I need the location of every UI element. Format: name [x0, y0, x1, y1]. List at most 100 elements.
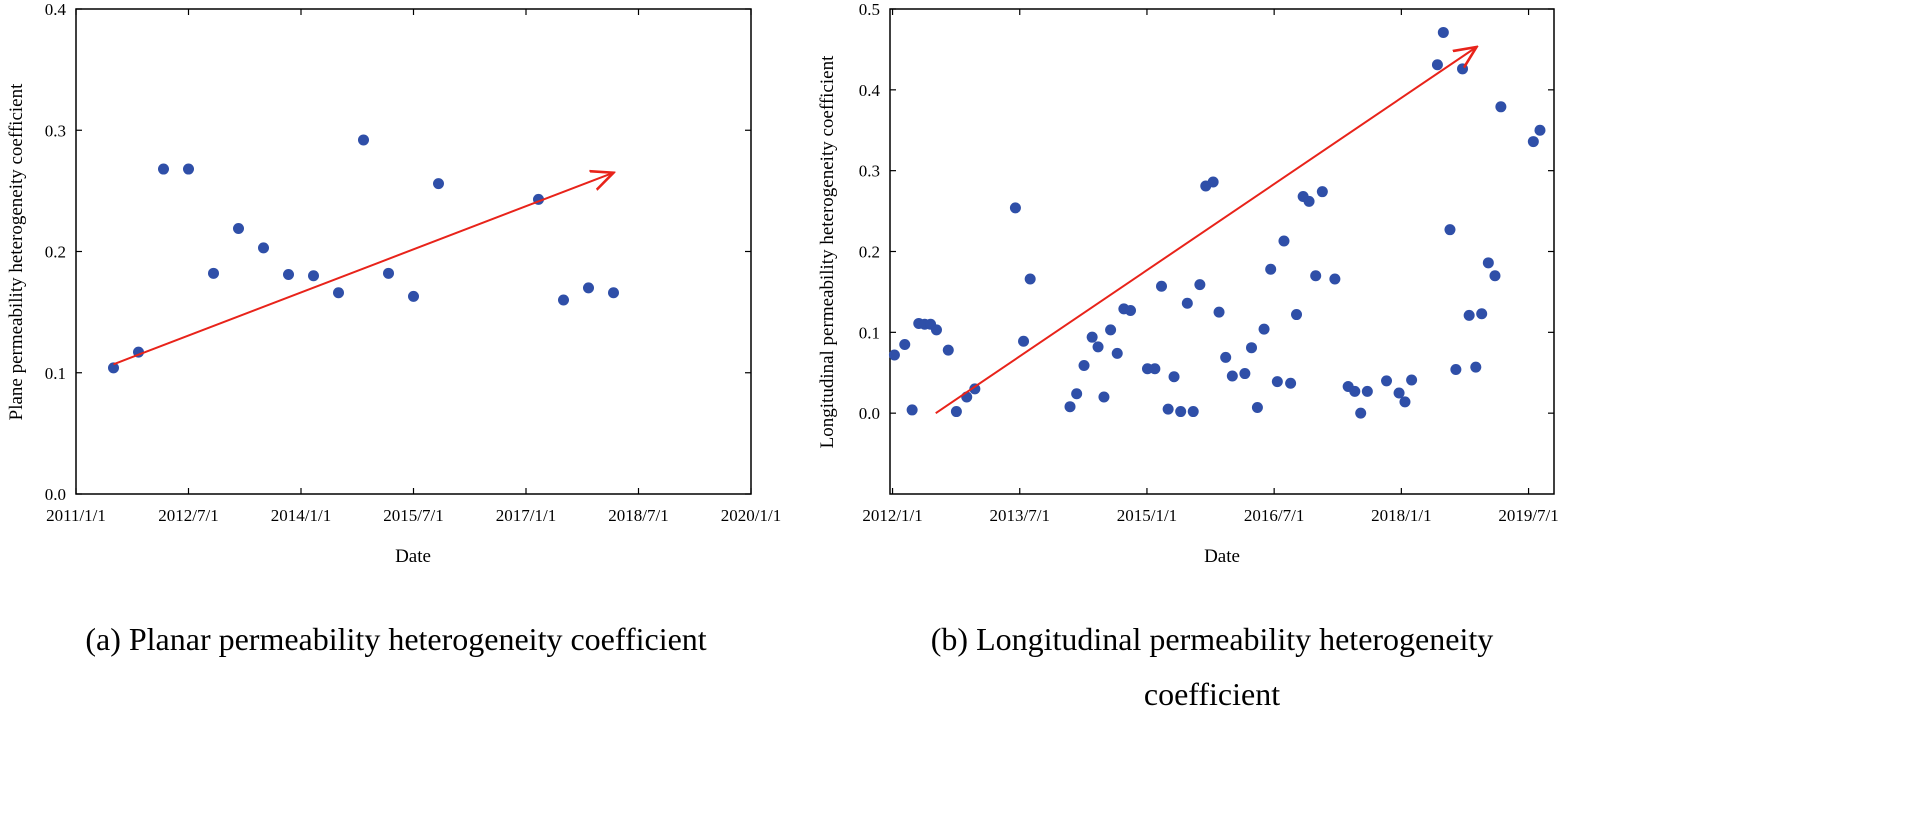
chart-b-data-point — [906, 404, 918, 416]
chart-a-x-label: Date — [395, 546, 431, 567]
chart-b-data-point — [1246, 342, 1258, 354]
chart-a-data-point — [383, 267, 394, 279]
chart-b-data-point — [1239, 368, 1251, 380]
chart-b-data-point — [1482, 257, 1494, 269]
chart-b-data-point — [1226, 370, 1238, 382]
chart-b-data-point — [1437, 26, 1449, 38]
chart-b-data-point — [1092, 341, 1104, 353]
chart-a-data-point — [558, 294, 569, 306]
chart-b-data-point — [1105, 324, 1117, 336]
chart-a-x-axis: 2011/1/1 2012/7/1 2014/1/1 2015/7/1 2017/1/1… — [46, 9, 781, 525]
chart-a-caption: (a) Planar permeability heterogeneity co… — [85, 621, 706, 657]
chart-a-trend-arrow — [113, 173, 614, 366]
chart-b-data-point — [899, 338, 911, 350]
chart-a-data-point — [258, 242, 269, 254]
chart-a-x-tick-label: 2012/7/1 — [158, 506, 218, 525]
chart-b-y-tick-label: 0.5 — [859, 0, 880, 19]
chart-a-data-point — [433, 178, 444, 190]
chart-b-data-point — [1175, 406, 1187, 418]
chart-a-data-point — [283, 269, 294, 281]
chart-b-data-point — [1291, 309, 1303, 321]
chart-a-y-axis: 0.0 0.1 0.2 0.3 0.4 — [45, 0, 751, 504]
chart-b-data-point — [1251, 402, 1263, 414]
chart-b-data-point — [1168, 371, 1180, 383]
chart-a-data-point — [358, 134, 369, 146]
chart-b-data-point — [1024, 273, 1036, 285]
chart-b-data-point — [1534, 124, 1546, 136]
chart-b-data-point — [888, 349, 900, 361]
chart-b-data-point — [950, 406, 962, 418]
chart-b-data-point — [1207, 176, 1219, 188]
chart-a-data-point — [608, 287, 619, 299]
chart-a-plot-frame — [75, 8, 752, 495]
chart-b-y-tick-label: 0.2 — [859, 243, 880, 262]
chart-b-points — [888, 26, 1546, 419]
chart-b-data-point — [1194, 279, 1206, 291]
chart-b-y-tick-label: 0.4 — [859, 81, 881, 100]
chart-a-points — [108, 134, 619, 374]
chart-b-data-point — [1450, 364, 1462, 376]
chart-b-data-point — [1086, 331, 1098, 343]
chart-a-y-tick-label: 0.2 — [45, 243, 66, 262]
chart-b-data-point — [1271, 376, 1283, 388]
chart-b-data-point — [1018, 335, 1030, 347]
chart-b-data-point — [1285, 377, 1297, 389]
chart-b-data-point — [1009, 202, 1021, 214]
chart-b-data-point — [1393, 387, 1405, 399]
chart-b-data-point — [1406, 374, 1418, 386]
chart-b-x-tick-label: 2018/1/1 — [1371, 506, 1431, 525]
chart-b-data-point — [1071, 388, 1083, 400]
chart-b-data-point — [1078, 359, 1090, 371]
chart-a-y-tick-label: 0.3 — [45, 121, 66, 140]
chart-b-trend-arrow — [935, 47, 1477, 414]
chart-b-caption-line-2: coefficient — [1144, 676, 1280, 712]
chart-b-x-tick-label: 2016/7/1 — [1244, 506, 1304, 525]
chart-a-x-tick-label: 2011/1/1 — [46, 506, 106, 525]
chart-a-data-point — [183, 163, 194, 175]
chart-b-data-point — [1495, 101, 1507, 113]
chart-a-y-tick-label: 0.1 — [45, 364, 66, 383]
chart-b-data-point — [1444, 224, 1456, 236]
chart-b-data-point — [1431, 59, 1443, 71]
chart-b-data-point — [1349, 385, 1361, 397]
chart-a-y-label: Plane permeability heterogeneity coeffic… — [6, 83, 27, 420]
chart-a-x-tick-label: 2015/7/1 — [383, 506, 443, 525]
chart-b-data-point — [930, 324, 942, 336]
chart-b-data-point — [1162, 403, 1174, 415]
chart-b-data-point — [1149, 363, 1161, 375]
chart-b-data-point — [1316, 186, 1328, 198]
chart-b-data-point — [1310, 270, 1322, 282]
chart-b-data-point — [1098, 391, 1110, 403]
chart-a-data-point — [208, 267, 219, 279]
chart-b-data-point — [1355, 407, 1367, 419]
chart-b: 0.0 0.1 0.2 0.3 0.4 0.5 2012/1/1 2013/7/1 2015/… — [817, 0, 1559, 712]
chart-b-x-label: Date — [1204, 546, 1240, 567]
chart-a-data-point — [233, 222, 244, 234]
chart-a-data-point — [333, 287, 344, 299]
chart-b-y-tick-label: 0.0 — [859, 404, 880, 423]
chart-b-data-point — [1470, 361, 1482, 373]
chart-b-y-axis: 0.0 0.1 0.2 0.3 0.4 0.5 — [859, 0, 1554, 423]
chart-b-data-point — [1329, 273, 1341, 285]
chart-b-x-tick-label: 2013/7/1 — [990, 506, 1050, 525]
chart-b-data-point — [1489, 270, 1501, 282]
chart-b-x-tick-label: 2015/1/1 — [1117, 506, 1177, 525]
chart-b-data-point — [1220, 351, 1232, 363]
chart-b-plot-frame — [889, 8, 1555, 495]
chart-b-data-point — [1156, 280, 1168, 292]
chart-b-x-tick-label: 2012/1/1 — [862, 506, 922, 525]
chart-b-y-tick-label: 0.3 — [859, 162, 880, 181]
chart-a-data-point — [158, 163, 169, 175]
chart-a-x-tick-label: 2014/1/1 — [271, 506, 331, 525]
chart-a-x-tick-label: 2018/7/1 — [608, 506, 668, 525]
chart-b-data-point — [1381, 375, 1393, 387]
chart-b-data-point — [942, 344, 954, 356]
chart-b-data-point — [1361, 385, 1373, 397]
chart-b-data-point — [1278, 235, 1290, 247]
chart-b-x-tick-label: 2019/7/1 — [1498, 506, 1558, 525]
chart-a-x-tick-label: 2017/1/1 — [496, 506, 556, 525]
chart-b-data-point — [1457, 63, 1469, 75]
chart-b-caption-line-1: (b) Longitudinal permeability heterogene… — [931, 621, 1493, 657]
chart-a-data-point — [408, 290, 419, 302]
